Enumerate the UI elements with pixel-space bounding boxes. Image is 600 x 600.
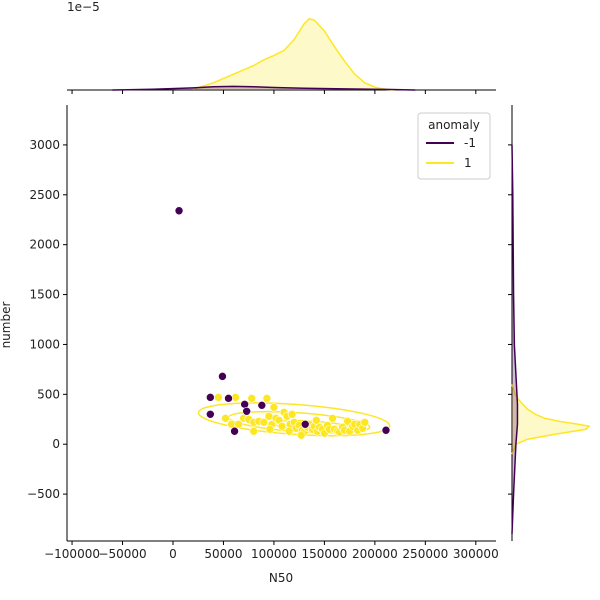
y-tick-label: 0 xyxy=(52,437,60,451)
marginal-y-density-line-normal xyxy=(511,384,591,455)
scatter-point-anomaly xyxy=(381,425,391,435)
x-tick-label: 200000 xyxy=(352,547,398,561)
y-tick-label: 2500 xyxy=(29,188,60,202)
scatter-point-normal xyxy=(284,426,294,436)
scatter-point-normal xyxy=(264,411,274,421)
scatter-point-normal xyxy=(221,413,230,423)
y-tick-label: 3000 xyxy=(29,138,60,152)
legend-label: -1 xyxy=(464,136,476,150)
offset-label: 1e−5 xyxy=(67,0,100,14)
y-axis-label: number xyxy=(0,302,13,349)
density-contour xyxy=(197,402,391,437)
scatter-point-normal xyxy=(296,430,306,440)
x-tick-label: 50000 xyxy=(204,547,242,561)
scatter-point-normal xyxy=(269,403,279,412)
scatter-point-normal xyxy=(287,409,297,419)
scatter-point-anomaly xyxy=(206,393,215,402)
scatter-point-normal xyxy=(247,394,257,403)
y-tick-label: 2000 xyxy=(29,238,60,252)
scatter-point-normal xyxy=(214,393,223,402)
scatter-point-anomaly xyxy=(206,409,215,419)
y-tick-label: 1000 xyxy=(29,337,60,351)
marginal-y-density-fill-normal xyxy=(512,384,590,455)
scatter-point-normal xyxy=(249,426,259,436)
scatter-point-normal xyxy=(231,393,240,402)
legend: anomaly -1 1 xyxy=(417,112,491,180)
x-tick-label: 250000 xyxy=(402,547,448,561)
scatter-point-normal xyxy=(277,421,287,431)
marginal-x-density-line-anomaly xyxy=(112,85,416,91)
scatter-point-anomaly xyxy=(230,426,239,436)
y-tick-label: 1500 xyxy=(29,288,60,302)
scatter-point-anomaly xyxy=(257,401,267,410)
scatter-point-normal xyxy=(265,424,275,434)
scatter-point-anomaly xyxy=(242,406,251,416)
scatter-point-normal xyxy=(312,415,321,425)
scatter-point-normal xyxy=(360,417,370,427)
scatter-point-anomaly xyxy=(224,394,233,403)
y-tick-label: −500 xyxy=(27,487,60,501)
scatter-point-anomaly xyxy=(174,206,184,216)
x-tick-label: −50000 xyxy=(98,547,146,561)
x-axis-label: N50 xyxy=(269,571,293,585)
x-tick-label: 0 xyxy=(169,547,177,561)
scatter-point-anomaly xyxy=(218,372,227,381)
legend-label: 1 xyxy=(464,156,472,170)
legend-title: anomaly xyxy=(428,118,480,132)
marginal-x-density-line-normal xyxy=(192,17,396,91)
y-tick-label: 500 xyxy=(37,387,60,401)
scatter-point-normal xyxy=(262,394,272,403)
marginal-y-density-line-anomaly xyxy=(511,144,519,535)
scatter-point-normal xyxy=(234,419,243,429)
x-tick-label: 100000 xyxy=(251,547,297,561)
marginal-y-panel xyxy=(508,105,591,541)
scatter-point-normal xyxy=(328,413,337,423)
scatter-point-anomaly xyxy=(300,419,310,429)
main-scatter-panel: −100000−50000 0 50000 100000 150000 200000 250… xyxy=(27,105,499,561)
marginal-x-panel xyxy=(67,17,496,94)
scatter-point-normal xyxy=(259,417,269,427)
x-tick-label: −100000 xyxy=(44,547,100,561)
marginal-x-density-fill-normal xyxy=(193,18,396,90)
x-tick-label: 150000 xyxy=(301,547,347,561)
x-tick-label: 300000 xyxy=(453,547,499,561)
